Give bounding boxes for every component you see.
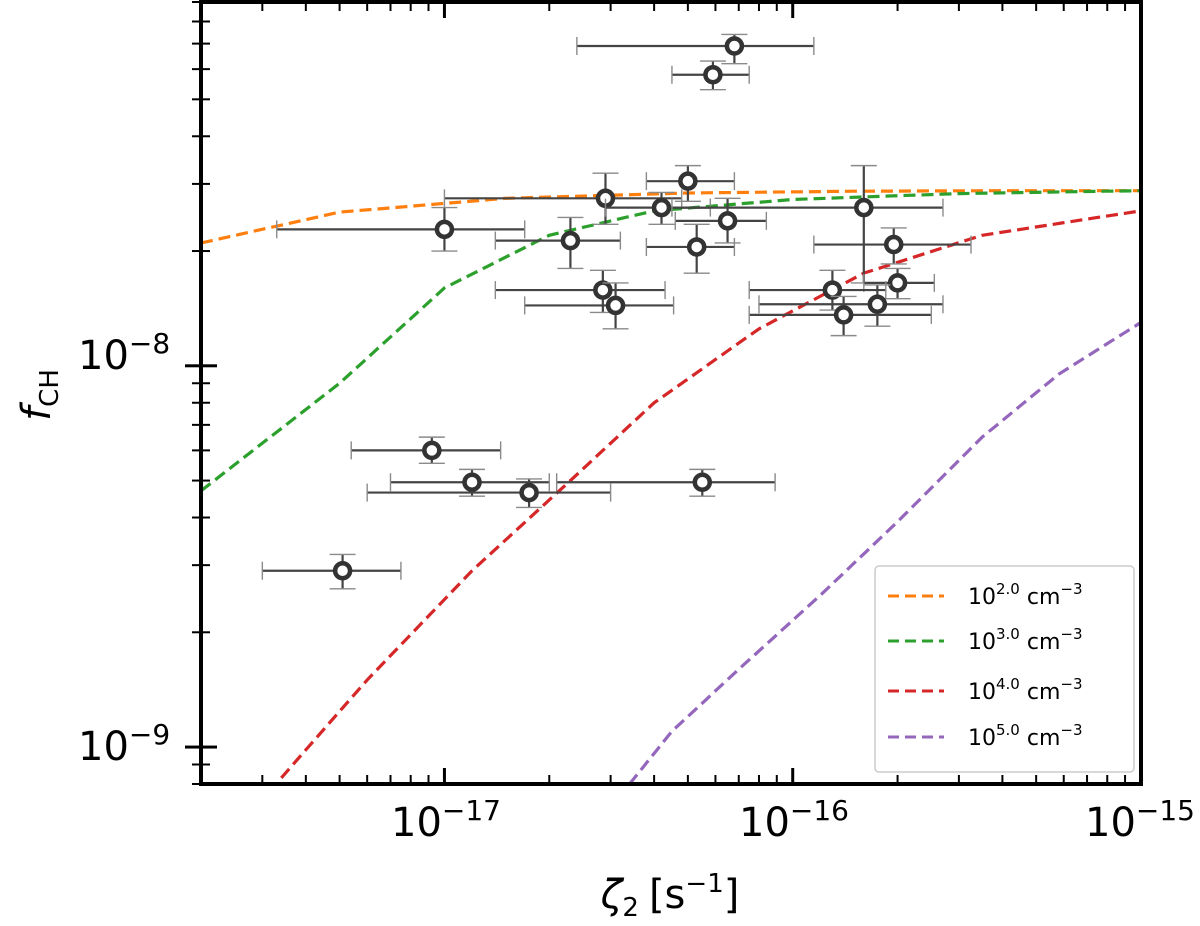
legend-label-1e4: 104.0 cm−3: [968, 675, 1083, 705]
data-marker: [651, 197, 672, 218]
data-point: [813, 227, 972, 265]
data-point: [523, 282, 675, 330]
x-axis-ticks: [200, 2, 1143, 784]
data-marker: [519, 482, 539, 503]
model-curve-5.0: [628, 321, 1141, 784]
data-point: [748, 269, 887, 311]
data-point: [645, 223, 736, 274]
data-marker: [605, 295, 626, 316]
x-axis-label: ζ2 [s−1]: [600, 869, 740, 923]
x-tick-label-1e-16: 10−16: [739, 794, 849, 846]
data-marker: [686, 237, 707, 257]
legend-label-1e3: 103.0 cm−3: [968, 625, 1083, 655]
data-marker: [703, 64, 723, 85]
data-point: [261, 553, 402, 590]
data-marker: [717, 211, 738, 231]
data-marker: [332, 561, 353, 581]
x-tick-label-1e-15: 10−15: [1085, 794, 1195, 846]
y-tick-label-1e-8: 10−8: [78, 327, 170, 379]
x-tick-label-1e-17: 10−17: [391, 794, 501, 846]
data-point: [276, 206, 526, 252]
data-point: [350, 436, 502, 464]
data-point: [674, 197, 768, 244]
model-curve-3.0: [201, 189, 1141, 493]
y-tick-label-1e-9: 10−9: [78, 718, 170, 770]
data-marker: [887, 273, 908, 293]
y-axis-label: fCH: [14, 369, 65, 421]
data-marker: [678, 171, 698, 191]
data-point: [671, 164, 944, 284]
data-marker: [867, 294, 888, 315]
data-marker: [462, 472, 482, 492]
data-point: [494, 216, 622, 270]
data-point: [366, 478, 612, 509]
data-point: [576, 33, 815, 65]
data-marker: [854, 197, 874, 218]
data-point: [748, 295, 933, 337]
data-marker: [724, 36, 745, 56]
legend-label-1e5: 105.0 cm−3: [968, 721, 1083, 751]
legend: 102.0 cm−3 103.0 cm−3 104.0 cm−3 105.0 c…: [874, 565, 1135, 773]
data-marker: [883, 234, 904, 255]
data-marker: [560, 230, 581, 251]
data-point: [555, 468, 776, 497]
plot-frame: [199, 0, 1143, 786]
legend-label-1e2: 102.0 cm−3: [968, 580, 1083, 610]
legend-box: [874, 565, 1135, 773]
model-curve-4.0: [280, 209, 1141, 779]
data-point: [758, 284, 944, 327]
data-point: [645, 164, 736, 203]
data-marker: [833, 305, 854, 325]
data-point: [863, 267, 936, 300]
data-marker: [593, 280, 613, 300]
data-point: [671, 60, 750, 91]
data-points: [261, 33, 972, 590]
data-marker: [422, 440, 442, 461]
data-marker: [434, 219, 455, 240]
data-marker: [822, 280, 843, 300]
data-point: [389, 468, 550, 497]
y-axis-ticks: [185, 1, 217, 785]
data-marker: [692, 472, 713, 492]
